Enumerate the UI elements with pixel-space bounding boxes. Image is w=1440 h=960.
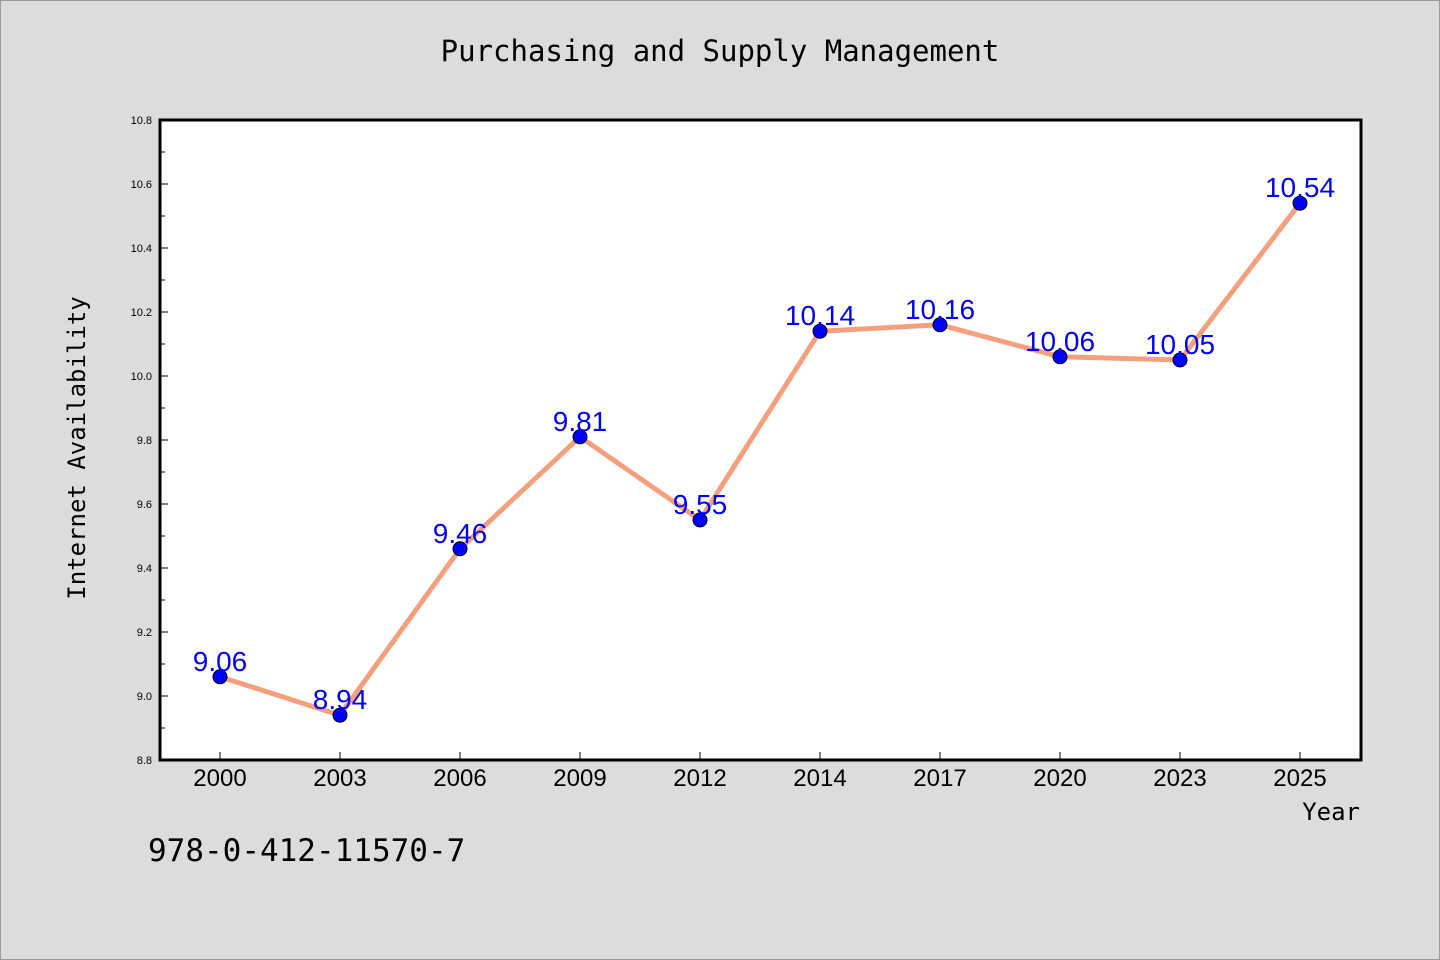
data-label: 9.46: [433, 518, 488, 549]
plot-area: [158, 118, 1363, 762]
y-tick-label: 9.4: [137, 563, 152, 575]
y-tick-label: 9.8: [137, 435, 152, 447]
data-point: [932, 317, 948, 333]
data-label: 9.55: [673, 489, 728, 520]
y-tick-label: 10.2: [131, 307, 152, 319]
data-label: 10.06: [1025, 326, 1095, 357]
data-point: [1052, 349, 1068, 365]
chart-title: Purchasing and Supply Management: [440, 34, 1000, 68]
y-tick-label: 10.4: [131, 243, 152, 255]
x-tick-label: 2006: [433, 765, 486, 792]
y-tick-label: 8.8: [137, 755, 152, 767]
x-axis-label: Year: [1302, 798, 1360, 826]
y-tick-label: 10.6: [131, 179, 152, 191]
x-tick-label: 2000: [193, 765, 246, 792]
data-point: [1172, 352, 1188, 368]
x-tick-label: 2009: [553, 765, 606, 792]
x-tick-label: 2003: [313, 765, 366, 792]
x-tick-label: 2020: [1033, 765, 1086, 792]
x-tick-label: 2025: [1273, 765, 1326, 792]
data-point: [452, 541, 468, 557]
data-point: [1292, 195, 1308, 211]
y-axis-label: Internet Availability: [63, 296, 91, 599]
x-tick-label: 2017: [913, 765, 966, 792]
data-point: [332, 707, 348, 723]
x-tick-label: 2014: [793, 765, 846, 792]
data-label: 10.54: [1265, 172, 1335, 203]
data-point: [812, 323, 828, 339]
data-point: [212, 669, 228, 685]
data-label: 10.16: [905, 294, 975, 325]
y-axis-ticks: 8.8 9.0 9.2 9.4 9.6 9.8 10.0 10.2 10.4 10.6 10.8: [131, 115, 168, 767]
series-group: [212, 195, 1308, 723]
data-label: 9.06: [193, 646, 248, 677]
footer-code: 978-0-412-11570-7: [148, 833, 466, 869]
data-labels: 9.06 8.94 9.46 9.81 9.55 10.14 10.16 10.06 10.05…: [193, 172, 1335, 715]
data-point: [572, 429, 588, 445]
x-tick-label: 2023: [1153, 765, 1206, 792]
data-label: 10.05: [1145, 329, 1215, 360]
y-tick-label: 9.0: [137, 691, 152, 703]
x-axis-ticks: 2000 2003 2006 2009 2012 2014 2017 2020 2023 2025: [193, 752, 1327, 792]
data-label: 8.94: [313, 684, 368, 715]
y-tick-label: 9.2: [137, 627, 152, 639]
x-tick-label: 2012: [673, 765, 726, 792]
data-point: [692, 512, 708, 528]
y-tick-label: 10.8: [131, 115, 152, 127]
y-tick-label: 9.6: [137, 499, 152, 511]
data-label: 10.14: [785, 300, 855, 331]
y-tick-label: 10.0: [131, 371, 152, 383]
series-line: [219, 201, 1302, 718]
data-label: 9.81: [553, 406, 608, 437]
